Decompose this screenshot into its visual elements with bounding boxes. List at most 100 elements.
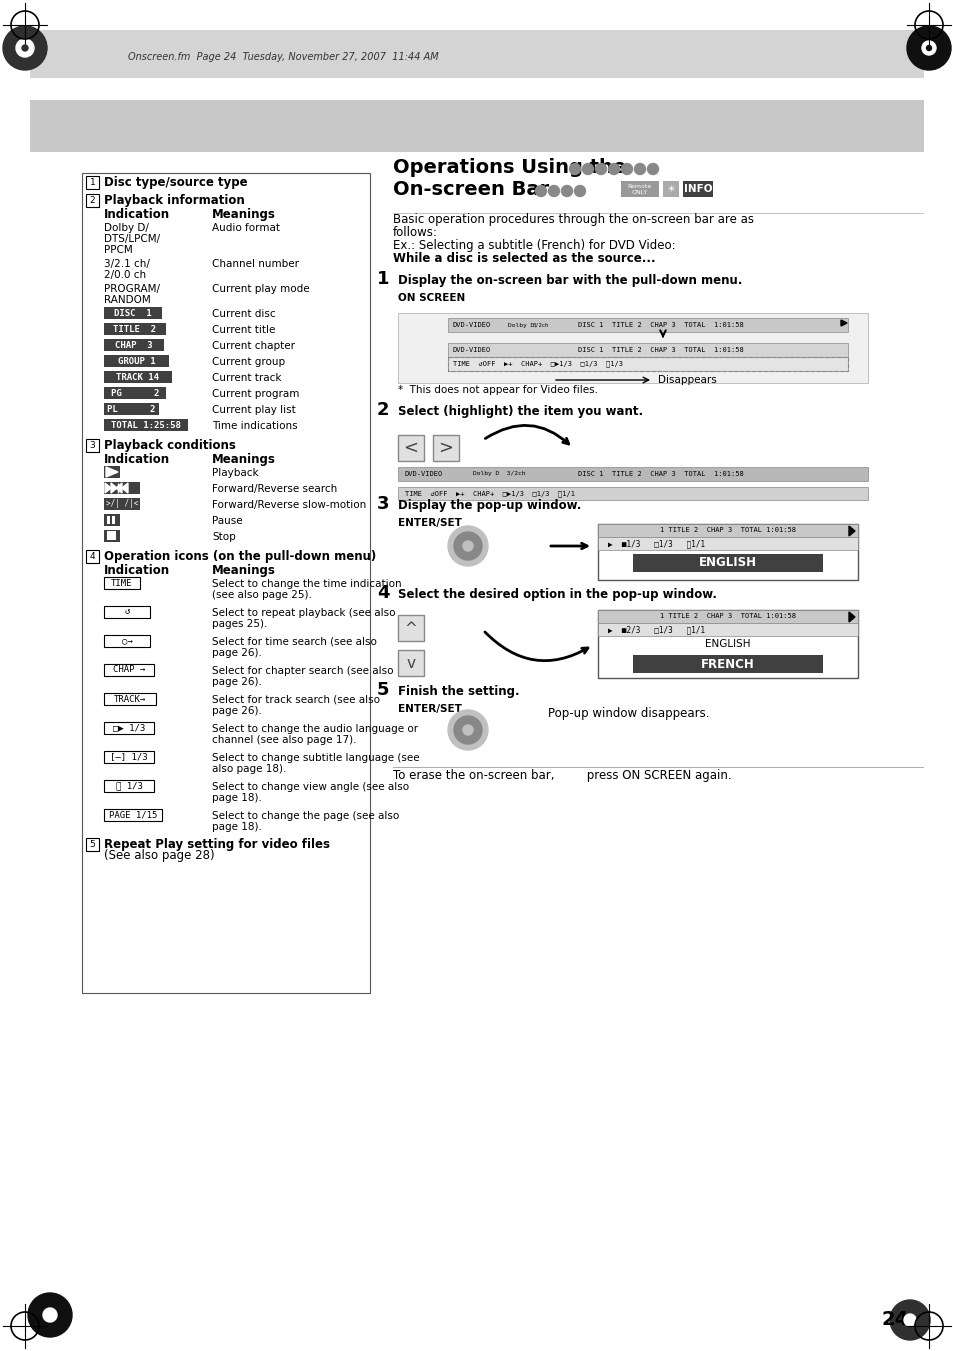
Text: Playback conditions: Playback conditions — [104, 439, 235, 453]
Polygon shape — [841, 320, 846, 326]
Text: >/| /|<: >/| /|< — [106, 500, 138, 508]
Circle shape — [3, 26, 47, 70]
Text: Disappears: Disappears — [658, 376, 716, 385]
Text: 1: 1 — [376, 270, 389, 288]
Text: 1 TITLE 2  CHAP 3  TOTAL 1:01:58: 1 TITLE 2 CHAP 3 TOTAL 1:01:58 — [659, 527, 795, 534]
Bar — [104, 751, 153, 763]
Text: Stop: Stop — [212, 532, 235, 542]
Text: PPCM: PPCM — [104, 245, 132, 255]
Polygon shape — [111, 484, 117, 493]
Bar — [86, 439, 99, 453]
Text: ▶  ■2/3   □1/3   ⛶1/1: ▶ ■2/3 □1/3 ⛶1/1 — [607, 626, 704, 634]
Text: press ON SCREEN again.: press ON SCREEN again. — [582, 769, 731, 782]
Circle shape — [548, 185, 558, 196]
Text: DVD-VIDEO: DVD-VIDEO — [453, 347, 491, 353]
Text: Select to repeat playback (see also: Select to repeat playback (see also — [212, 608, 395, 617]
Bar — [598, 611, 857, 623]
Text: 1: 1 — [90, 178, 95, 186]
Text: Audio format: Audio format — [212, 223, 280, 232]
Text: Indication: Indication — [104, 563, 170, 577]
Text: <: < — [403, 439, 418, 457]
Bar — [104, 482, 140, 494]
Bar — [104, 355, 169, 367]
Bar — [86, 176, 99, 189]
Bar — [633, 554, 822, 571]
Bar — [104, 693, 156, 705]
Bar — [397, 650, 423, 676]
Text: PAGE 1/15: PAGE 1/15 — [109, 811, 157, 820]
Text: TRACK 14: TRACK 14 — [116, 373, 159, 381]
Bar — [112, 516, 115, 524]
Text: ENGLISH: ENGLISH — [699, 557, 757, 570]
Text: page 26).: page 26). — [212, 677, 262, 688]
Text: Remote: Remote — [627, 184, 652, 189]
Bar — [104, 577, 140, 589]
Text: Current title: Current title — [212, 326, 275, 335]
Bar — [104, 499, 140, 509]
Circle shape — [903, 1315, 915, 1325]
Circle shape — [462, 725, 473, 735]
Text: ON SCREEN: ON SCREEN — [397, 293, 465, 303]
Bar — [107, 516, 110, 524]
Text: Select for time search (see also: Select for time search (see also — [212, 638, 376, 647]
Text: ^: ^ — [404, 620, 416, 635]
Bar — [598, 611, 857, 678]
Text: [—] 1/3: [—] 1/3 — [111, 753, 148, 762]
Text: Current play list: Current play list — [212, 405, 295, 415]
Text: Select for chapter search (see also: Select for chapter search (see also — [212, 666, 393, 676]
Bar — [86, 550, 99, 563]
Text: (See also page 28): (See also page 28) — [104, 848, 214, 862]
Bar — [104, 386, 166, 399]
Circle shape — [906, 26, 950, 70]
Text: Dolby D  3/2ch: Dolby D 3/2ch — [473, 471, 525, 477]
Text: Repeat Play setting for video files: Repeat Play setting for video files — [104, 838, 330, 851]
Text: TRACK→: TRACK→ — [113, 694, 146, 704]
Bar — [104, 721, 153, 734]
Polygon shape — [106, 467, 118, 477]
Bar — [104, 663, 153, 676]
Text: FRENCH: FRENCH — [700, 658, 754, 670]
Bar — [86, 195, 99, 207]
Text: Select to change view angle (see also: Select to change view angle (see also — [212, 782, 409, 792]
Text: INFO: INFO — [683, 184, 712, 195]
Text: Onscreen.fm  Page 24  Tuesday, November 27, 2007  11:44 AM: Onscreen.fm Page 24 Tuesday, November 27… — [128, 51, 438, 62]
Text: Select to change subtitle language (see: Select to change subtitle language (see — [212, 753, 419, 763]
Text: TOTAL 1:25:58: TOTAL 1:25:58 — [111, 420, 181, 430]
Bar — [397, 615, 423, 640]
Text: Select (highlight) the item you want.: Select (highlight) the item you want. — [397, 405, 642, 417]
Text: CHAP →: CHAP → — [112, 666, 145, 674]
Text: *  This does not appear for Video files.: * This does not appear for Video files. — [397, 385, 598, 394]
Text: Indication: Indication — [104, 453, 170, 466]
Text: CHAP  3: CHAP 3 — [115, 340, 152, 350]
Text: While a disc is selected as the source...: While a disc is selected as the source..… — [393, 253, 655, 265]
Bar — [30, 30, 923, 78]
Text: Basic operation procedures through the on-screen bar are as: Basic operation procedures through the o… — [393, 213, 753, 226]
Text: channel (see also page 17).: channel (see also page 17). — [212, 735, 356, 744]
Text: Current disc: Current disc — [212, 309, 275, 319]
Text: Current track: Current track — [212, 373, 281, 382]
Circle shape — [574, 185, 585, 196]
Text: also page 18).: also page 18). — [212, 765, 286, 774]
Bar — [30, 100, 923, 153]
Text: ONLY: ONLY — [631, 189, 647, 195]
Text: Operations Using the: Operations Using the — [393, 158, 625, 177]
Bar — [433, 435, 458, 461]
Circle shape — [634, 163, 645, 174]
Text: Dolby D/: Dolby D/ — [104, 223, 149, 232]
Text: 24: 24 — [881, 1310, 907, 1329]
Bar — [104, 372, 172, 382]
Text: Display the on-screen bar with the pull-down menu.: Display the on-screen bar with the pull-… — [397, 274, 741, 286]
Text: 2: 2 — [376, 401, 389, 419]
Text: 4: 4 — [376, 584, 389, 603]
Circle shape — [561, 185, 572, 196]
Text: DVD-VIDEO: DVD-VIDEO — [405, 471, 443, 477]
Text: PL      2: PL 2 — [107, 404, 155, 413]
Text: page 26).: page 26). — [212, 648, 262, 658]
Text: >: > — [438, 439, 453, 457]
Bar — [104, 635, 150, 647]
Bar — [397, 313, 867, 382]
Bar — [598, 524, 857, 580]
Text: 3: 3 — [90, 440, 95, 450]
Bar — [104, 780, 153, 792]
Bar — [104, 513, 120, 526]
